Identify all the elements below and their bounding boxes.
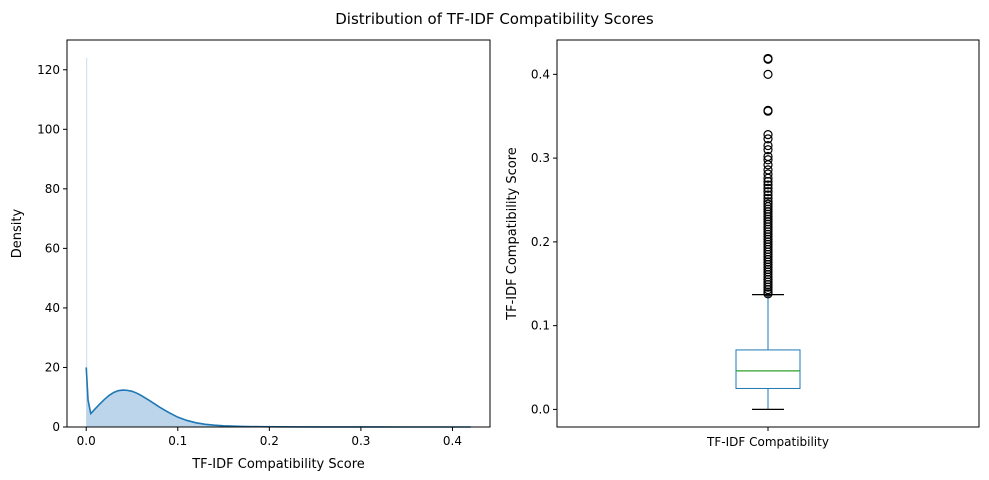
outlier-point xyxy=(763,155,773,165)
outlier-point xyxy=(763,285,773,295)
outlier-point xyxy=(763,282,773,292)
plot-frame xyxy=(556,39,980,428)
outlier-point xyxy=(763,173,773,183)
density-chart: 0.0 0.1 0.2 0.3 0.4 0 20 40 60 80 100 120 TF-IDF C… xyxy=(10,39,491,472)
outlier-point xyxy=(763,134,773,144)
plot-frame xyxy=(66,39,491,428)
y-tick-label: 0.0 xyxy=(531,402,550,416)
y-tick-label: 100 xyxy=(37,122,60,136)
y-ticks: 0.0 0.1 0.2 0.3 0.4 xyxy=(531,67,557,416)
density-fill xyxy=(86,367,471,427)
outlier-point xyxy=(763,187,773,197)
y-tick-label: 40 xyxy=(45,301,60,315)
iqr-box xyxy=(735,349,801,389)
outlier-points xyxy=(763,53,773,299)
outlier-point xyxy=(763,160,773,170)
outlier-point xyxy=(763,183,773,193)
x-ticks: 0.0 0.1 0.2 0.3 0.4 xyxy=(77,427,462,448)
outlier-point xyxy=(763,140,773,151)
x-tick-label: 0.0 xyxy=(77,434,96,448)
x-tick-label: 0.3 xyxy=(351,434,370,448)
y-tick-label: 0.2 xyxy=(531,235,550,249)
y-ticks: 0 20 40 60 80 100 120 xyxy=(37,63,67,434)
y-axis-label: TF-IDF Compatibility Score xyxy=(505,147,520,321)
outlier-point xyxy=(763,130,773,140)
x-axis-label: TF-IDF Compatibility Score xyxy=(191,457,365,472)
figure-title: Distribution of TF-IDF Compatibility Sco… xyxy=(335,10,654,28)
y-tick-label: 0 xyxy=(52,420,60,434)
histogram-bar-0 xyxy=(86,57,88,427)
outlier-point xyxy=(763,69,773,79)
y-tick-label: 0.3 xyxy=(531,151,550,165)
x-tick-label: TF-IDF Compatibility xyxy=(706,435,829,449)
outlier-point xyxy=(763,106,773,116)
outlier-point xyxy=(763,180,773,190)
y-tick-label: 80 xyxy=(45,182,60,196)
y-tick-label: 0.4 xyxy=(531,67,550,81)
histogram-bars xyxy=(86,57,88,427)
box-plot xyxy=(735,294,801,411)
outlier-point xyxy=(763,176,773,187)
y-tick-label: 20 xyxy=(45,360,60,374)
x-tick-label: 0.1 xyxy=(168,434,187,448)
outlier-point xyxy=(763,54,773,64)
y-axis-label: Density xyxy=(10,208,25,258)
outlier-point xyxy=(763,145,773,155)
y-tick-label: 0.1 xyxy=(531,319,550,333)
x-tick-label: 0.4 xyxy=(443,434,462,448)
box-chart: 0.0 0.1 0.2 0.3 0.4 TF-IDF Compatibility TF-… xyxy=(505,39,980,449)
outlier-point xyxy=(763,190,773,200)
x-tick-label: 0.2 xyxy=(260,434,279,448)
outlier-point xyxy=(763,289,773,299)
y-tick-label: 60 xyxy=(45,241,60,255)
y-tick-label: 120 xyxy=(37,63,60,77)
x-ticks: TF-IDF Compatibility xyxy=(706,427,829,449)
